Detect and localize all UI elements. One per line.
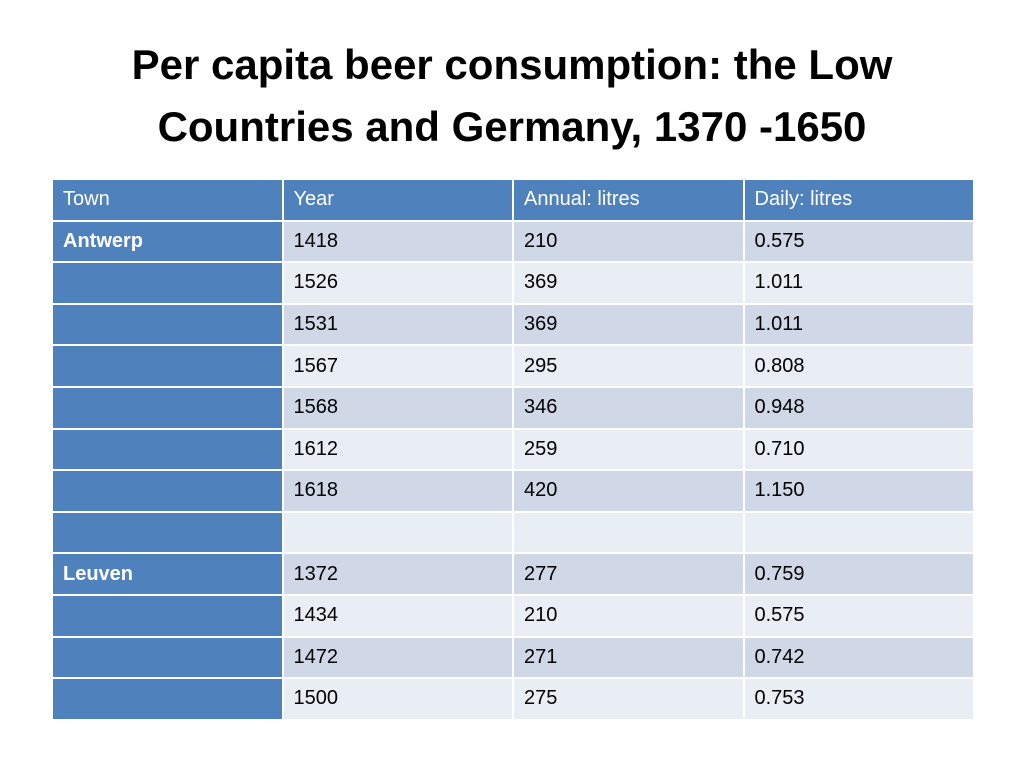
town-cell xyxy=(51,635,284,680)
year-cell: 1568 xyxy=(281,385,514,430)
year-cell: 1500 xyxy=(281,677,514,721)
annual-litres-cell: 369 xyxy=(512,302,745,347)
daily-litres-cell: 0.710 xyxy=(742,427,975,472)
daily-litres-cell: 0.808 xyxy=(742,344,975,388)
annual-litres-cell: 369 xyxy=(512,261,745,305)
year-cell: 1612 xyxy=(281,427,514,472)
daily-litres-cell: 0.575 xyxy=(742,219,975,264)
header-annual-litres: Annual: litres xyxy=(512,178,745,222)
town-cell: Antwerp xyxy=(51,219,284,264)
table-row: 1618 420 1.150 xyxy=(51,469,975,513)
annual-litres-cell: 275 xyxy=(512,677,745,721)
table-row: Leuven 1372 277 0.759 xyxy=(51,552,975,596)
town-cell xyxy=(51,344,284,388)
beer-consumption-table: Town Year Annual: litres Daily: litres A… xyxy=(51,178,975,721)
table-row: 1567 295 0.808 xyxy=(51,344,975,388)
town-cell xyxy=(51,593,284,638)
daily-litres-cell: 0.575 xyxy=(742,593,975,638)
header-year: Year xyxy=(281,178,514,222)
table-row: 1434 210 0.575 xyxy=(51,593,975,638)
annual-litres-cell: 346 xyxy=(512,385,745,430)
daily-litres-cell xyxy=(742,510,975,555)
table-row: 1526 369 1.011 xyxy=(51,261,975,305)
year-cell: 1434 xyxy=(281,593,514,638)
daily-litres-cell: 0.759 xyxy=(742,552,975,596)
table-row: 1531 369 1.011 xyxy=(51,302,975,347)
town-cell xyxy=(51,302,284,347)
year-cell: 1472 xyxy=(281,635,514,680)
annual-litres-cell: 210 xyxy=(512,219,745,264)
town-cell xyxy=(51,261,284,305)
table-row: 1612 259 0.710 xyxy=(51,427,975,472)
year-cell: 1372 xyxy=(281,552,514,596)
year-cell: 1567 xyxy=(281,344,514,388)
slide-title-line-2: Countries and Germany, 1370 -1650 xyxy=(157,103,867,150)
daily-litres-cell: 0.742 xyxy=(742,635,975,680)
daily-litres-cell: 0.948 xyxy=(742,385,975,430)
year-cell xyxy=(281,510,514,555)
slide-title: Per capita beer consumption: the Low Cou… xyxy=(40,34,984,158)
annual-litres-cell: 277 xyxy=(512,552,745,596)
table-row: 1472 271 0.742 xyxy=(51,635,975,680)
year-cell: 1531 xyxy=(281,302,514,347)
table-row: Antwerp 1418 210 0.575 xyxy=(51,219,975,264)
daily-litres-cell: 1.011 xyxy=(742,261,975,305)
slide-title-line-1: Per capita beer consumption: the Low xyxy=(131,41,893,88)
town-cell xyxy=(51,427,284,472)
daily-litres-cell: 1.011 xyxy=(742,302,975,347)
town-cell xyxy=(51,469,284,513)
daily-litres-cell: 0.753 xyxy=(742,677,975,721)
town-cell xyxy=(51,385,284,430)
table-row xyxy=(51,510,975,555)
daily-litres-cell: 1.150 xyxy=(742,469,975,513)
town-cell xyxy=(51,510,284,555)
annual-litres-cell: 259 xyxy=(512,427,745,472)
town-cell xyxy=(51,677,284,721)
table-header-row: Town Year Annual: litres Daily: litres xyxy=(51,178,975,222)
town-cell: Leuven xyxy=(51,552,284,596)
annual-litres-cell: 210 xyxy=(512,593,745,638)
annual-litres-cell: 420 xyxy=(512,469,745,513)
year-cell: 1618 xyxy=(281,469,514,513)
annual-litres-cell xyxy=(512,510,745,555)
table-row: 1568 346 0.948 xyxy=(51,385,975,430)
header-daily-litres: Daily: litres xyxy=(742,178,975,222)
year-cell: 1526 xyxy=(281,261,514,305)
annual-litres-cell: 295 xyxy=(512,344,745,388)
table-row: 1500 275 0.753 xyxy=(51,677,975,721)
year-cell: 1418 xyxy=(281,219,514,264)
header-town: Town xyxy=(51,178,284,222)
annual-litres-cell: 271 xyxy=(512,635,745,680)
